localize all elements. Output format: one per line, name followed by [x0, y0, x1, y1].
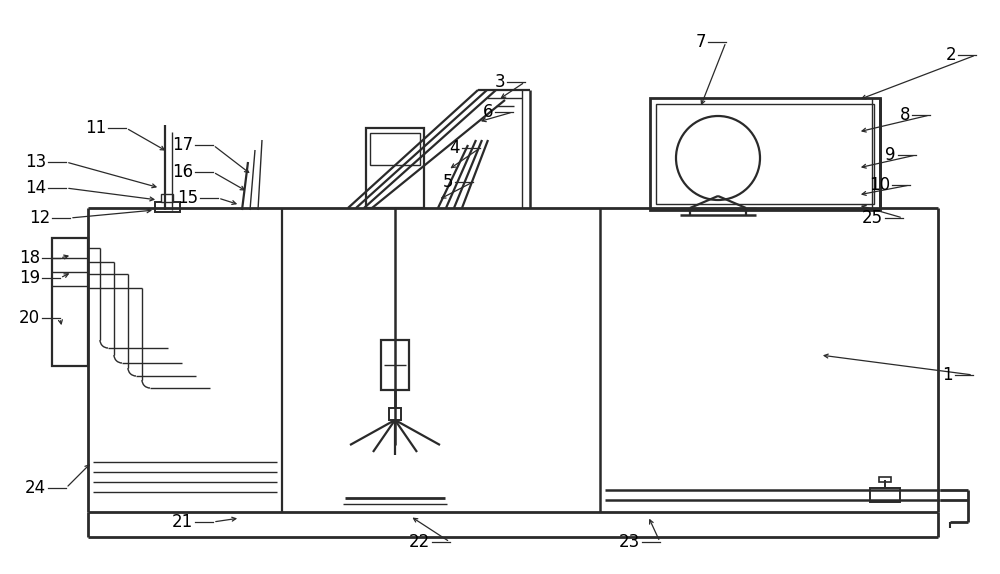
- Text: 23: 23: [619, 533, 640, 551]
- Bar: [366, 128, 424, 208]
- Bar: [161, 194, 173, 202]
- Text: 20: 20: [19, 309, 40, 327]
- Text: 14: 14: [25, 179, 46, 197]
- Bar: [870, 488, 900, 502]
- Text: 15: 15: [177, 189, 198, 207]
- Bar: [370, 133, 420, 165]
- Text: 3: 3: [494, 73, 505, 91]
- Text: 22: 22: [409, 533, 430, 551]
- Text: 21: 21: [172, 513, 193, 531]
- Text: 7: 7: [696, 33, 706, 51]
- Text: 12: 12: [29, 209, 50, 227]
- Text: 2: 2: [945, 46, 956, 64]
- Bar: [389, 408, 401, 420]
- Bar: [381, 340, 409, 390]
- Text: 8: 8: [900, 106, 910, 124]
- Text: 5: 5: [442, 173, 453, 191]
- Bar: [52, 238, 88, 366]
- Text: 16: 16: [172, 163, 193, 181]
- Text: 18: 18: [19, 249, 40, 267]
- Text: 13: 13: [25, 153, 46, 171]
- Bar: [155, 202, 180, 212]
- Text: 10: 10: [869, 176, 890, 194]
- Text: 17: 17: [172, 136, 193, 154]
- Text: 24: 24: [25, 479, 46, 497]
- Circle shape: [676, 116, 760, 200]
- Text: 11: 11: [85, 119, 106, 137]
- Text: 1: 1: [942, 366, 953, 384]
- Text: 19: 19: [19, 269, 40, 287]
- Text: 6: 6: [482, 103, 493, 121]
- Bar: [656, 104, 874, 204]
- Text: 25: 25: [862, 209, 883, 227]
- Text: 9: 9: [886, 146, 896, 164]
- Bar: [650, 98, 880, 210]
- Text: 4: 4: [450, 139, 460, 157]
- Bar: [879, 477, 891, 482]
